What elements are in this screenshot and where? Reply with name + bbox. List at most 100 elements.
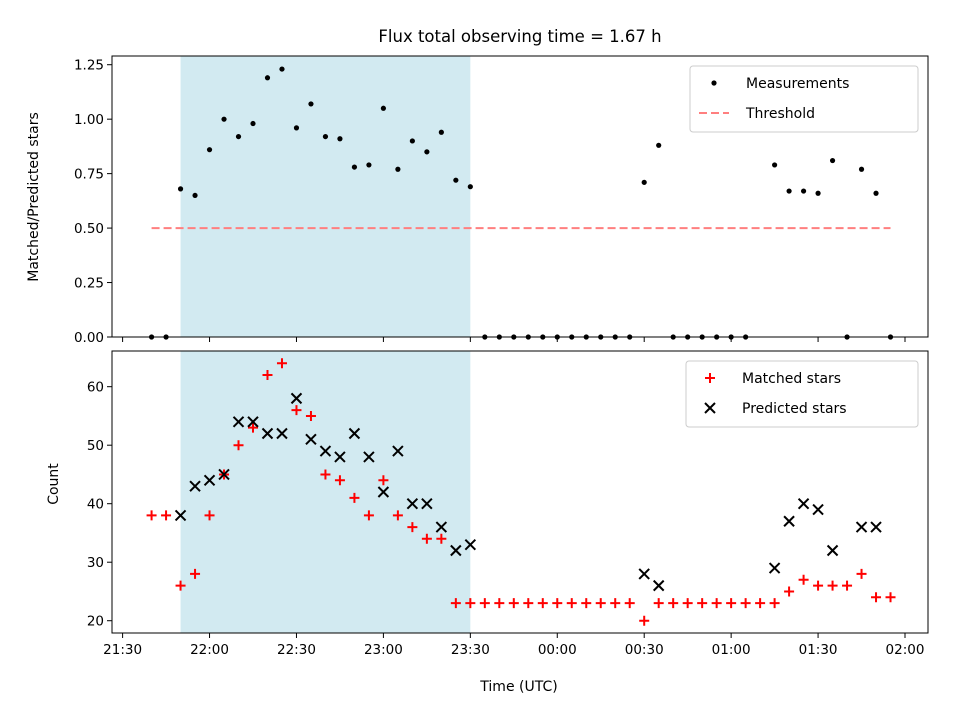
bottom-panel-series-predicted-stars-point [768, 562, 781, 574]
plot-layer: 0.00 0.25 0.50 0.75 1.00 1.25 Measurements Thre… [74, 55, 929, 658]
bottom-panel-series-matched-stars-point [697, 598, 708, 609]
bottom-panel-series-predicted-stars-point [203, 474, 216, 487]
top-panel-series-measurements-point [221, 116, 227, 122]
top-panel-series-measurements-point [467, 184, 473, 190]
bottom-panel-series-matched-stars-point [523, 598, 534, 609]
top-panel-series-measurements-point [395, 166, 401, 172]
top-panel-series-measurements-point [656, 142, 662, 148]
bottom-panel-series-matched-stars-point [320, 469, 331, 480]
bottom-panel-series-predicted-stars-point [334, 451, 346, 463]
bottom-panel-series-matched-stars-point [349, 492, 360, 503]
x-tick-label: 23:00 [364, 642, 403, 658]
x-tick-label: 22:30 [277, 642, 316, 658]
bottom-panel-series-matched-stars-point [291, 405, 302, 416]
top-panel-series-measurements-point [453, 177, 459, 183]
bottom-panel-series-matched-stars-point [537, 598, 548, 609]
bottom-panel-series-matched-stars-point [653, 598, 664, 609]
bottom-panel-series-predicted-stars-point [855, 521, 868, 533]
bottom-panel-series-matched-stars-point [798, 574, 809, 585]
top-panel-y-tick-label: 0.75 [74, 167, 104, 183]
x-tick-label: 02:00 [886, 642, 925, 658]
legend-label: Threshold [745, 106, 815, 122]
top-panel-series-measurements-point [192, 192, 198, 199]
x-tick-label: 01:30 [799, 642, 838, 658]
top-panel-series-measurements-point [235, 133, 242, 140]
bottom-panel-series-matched-stars-point [508, 598, 519, 609]
bottom-panel-series-matched-stars-point [479, 598, 490, 609]
bottom-panel-series-matched-stars-point [392, 510, 403, 521]
x-tick-label: 01:00 [712, 642, 751, 658]
bottom-panel-series-predicted-stars-point [290, 392, 303, 405]
bottom-panel-series-predicted-stars-point [189, 480, 201, 492]
bottom-panel-series-matched-stars-point [610, 598, 621, 609]
top-panel-series-measurements-point [858, 166, 865, 172]
bottom-panel-series-matched-stars-point [595, 598, 606, 609]
bottom-panel-series-matched-stars-point [871, 592, 882, 603]
bottom-panel-series-matched-stars-point [248, 422, 259, 433]
top-panel-series-measurements-point [772, 162, 778, 168]
top-panel-series-measurements-point [829, 157, 836, 164]
chart-title: Flux total observing time = 1.67 h [378, 27, 661, 46]
bottom-panel-series-matched-stars-point [552, 598, 563, 609]
bottom-panel-series-matched-stars-point [161, 510, 172, 521]
bottom-panel-series-matched-stars-point [494, 598, 505, 609]
top-panel-series-measurements-point [337, 136, 343, 142]
top-panel-series-measurements-point [641, 179, 647, 185]
legend-marker-dot [711, 80, 717, 86]
bottom-panel-series-matched-stars-point [334, 475, 345, 486]
bottom-y-axis-label: Count [46, 463, 62, 505]
legend-label: Predicted stars [742, 401, 847, 417]
bottom-panel-series-predicted-stars-point [377, 486, 390, 498]
top-panel-series-measurements-point [800, 188, 807, 194]
x-tick-label: 21:30 [103, 642, 142, 658]
bottom-panel-shaded-region [180, 351, 471, 633]
legend-label: Matched stars [742, 371, 841, 387]
bottom-panel-series-matched-stars-point [581, 598, 592, 609]
bottom-panel-series-matched-stars-point [421, 533, 432, 544]
x-tick-label: 00:00 [538, 642, 577, 658]
bottom-panel-series-predicted-stars-point [797, 497, 810, 510]
bottom-panel-series-matched-stars-point [711, 598, 722, 609]
bottom-panel-series-predicted-stars-point [218, 468, 230, 481]
bottom-panel-series-matched-stars-point [436, 533, 447, 544]
bottom-panel-series-matched-stars-point [726, 598, 737, 609]
bottom-panel-series-predicted-stars-point [826, 544, 839, 557]
x-axis-label: Time (UTC) [479, 679, 557, 695]
legend-marker-plus [705, 373, 715, 383]
top-panel-series-measurements-point [206, 147, 213, 153]
bottom-panel-series-matched-stars-point [885, 592, 896, 603]
bottom-panel-legend-box [685, 360, 919, 428]
bottom-panel-series-matched-stars-point [827, 580, 838, 591]
top-panel-series-measurements-point [250, 120, 256, 127]
bottom-panel-series-matched-stars-point [668, 598, 679, 609]
bottom-panel-series-matched-stars-point [276, 358, 287, 369]
bottom-panel-series-matched-stars-point [465, 598, 476, 609]
bottom-panel-series-matched-stars-point [813, 580, 824, 591]
top-panel-series-measurements-point [351, 164, 358, 170]
top-panel-series-measurements-point [815, 190, 821, 196]
top-panel-series-measurements-point [308, 101, 314, 107]
top-y-axis-label: Matched/Predicted stars [26, 112, 42, 282]
bottom-panel-series-matched-stars-point [682, 598, 693, 609]
bottom-panel-series-matched-stars-point [856, 568, 867, 579]
bottom-panel-series-matched-stars-point [190, 568, 201, 579]
bottom-panel-series-predicted-stars-point [174, 509, 187, 522]
bottom-panel-series-predicted-stars-point [305, 433, 317, 446]
legend-label: Measurements [746, 76, 849, 92]
bottom-panel-series-matched-stars-point [305, 410, 316, 421]
top-panel-frame [111, 55, 929, 338]
bottom-panel-series-predicted-stars-point [232, 416, 245, 428]
top-panel-series-measurements-point [293, 125, 300, 131]
x-tick-label: 00:30 [625, 642, 664, 658]
bottom-panel-series-predicted-stars-point [783, 515, 795, 527]
bottom-panel-series-matched-stars-point [233, 440, 244, 451]
bottom-panel-series-matched-stars-point [450, 598, 461, 609]
bottom-panel-series-matched-stars-point [740, 598, 751, 609]
top-panel-shaded-region [180, 56, 471, 337]
bottom-panel-series-predicted-stars-point [464, 538, 477, 551]
top-panel-series-measurements-point [322, 133, 329, 140]
bottom-panel-series-matched-stars-point [639, 615, 650, 626]
bottom-panel-series-predicted-stars-point [276, 427, 288, 440]
bottom-panel-series-matched-stars-point [842, 580, 853, 591]
